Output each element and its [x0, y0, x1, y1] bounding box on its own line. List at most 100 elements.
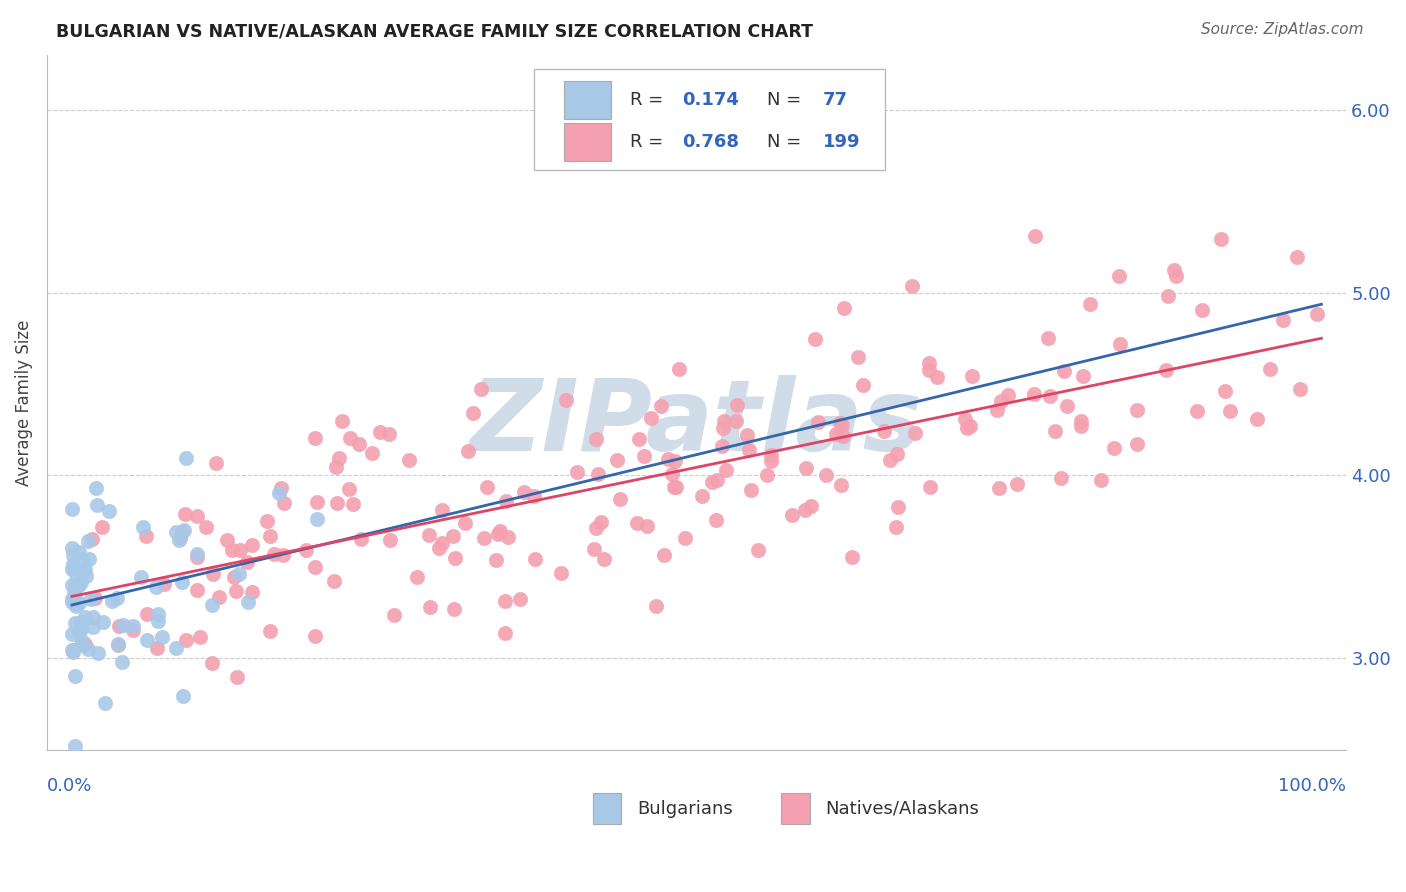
Point	[1211, 232, 1233, 246]
Point	[664, 454, 686, 468]
Point	[60, 642, 83, 657]
Point	[146, 607, 169, 621]
Point	[153, 576, 176, 591]
Point	[585, 521, 607, 535]
Point	[761, 454, 783, 468]
Point	[328, 451, 350, 466]
Point	[107, 637, 129, 651]
Point	[380, 533, 402, 547]
Point	[565, 466, 588, 480]
Point	[475, 480, 498, 494]
Point	[956, 420, 979, 434]
Point	[77, 641, 100, 656]
Point	[606, 452, 628, 467]
Point	[174, 632, 197, 647]
Point	[918, 480, 941, 494]
Point	[702, 475, 724, 489]
Point	[97, 503, 120, 517]
Point	[378, 426, 401, 441]
Point	[107, 639, 129, 653]
Point	[86, 498, 108, 512]
Text: 199: 199	[823, 133, 860, 151]
Point	[430, 503, 453, 517]
Point	[325, 496, 347, 510]
Point	[84, 591, 107, 606]
Point	[60, 502, 83, 516]
Point	[494, 626, 516, 640]
Point	[636, 518, 658, 533]
Point	[225, 584, 247, 599]
Point	[174, 451, 197, 466]
FancyBboxPatch shape	[782, 793, 810, 824]
Point	[1219, 404, 1241, 418]
Point	[152, 630, 174, 644]
Point	[90, 520, 112, 534]
Point	[657, 452, 679, 467]
Point	[305, 495, 328, 509]
Point	[633, 450, 655, 464]
Point	[80, 591, 103, 606]
Point	[740, 483, 762, 497]
Point	[186, 549, 208, 564]
Point	[814, 468, 837, 483]
Point	[997, 388, 1019, 402]
Point	[82, 620, 104, 634]
Point	[273, 496, 295, 510]
Point	[831, 429, 853, 443]
Point	[832, 301, 855, 315]
Point	[215, 533, 238, 548]
Point	[60, 591, 83, 606]
Point	[224, 570, 246, 584]
Point	[67, 596, 90, 610]
Point	[63, 588, 86, 602]
Point	[228, 566, 250, 581]
Point	[84, 481, 107, 495]
Point	[339, 482, 361, 496]
Point	[148, 614, 170, 628]
Point	[305, 511, 328, 525]
Text: R =: R =	[630, 91, 669, 110]
Point	[1271, 313, 1294, 327]
Point	[398, 453, 420, 467]
Point	[202, 566, 225, 581]
Point	[884, 519, 907, 533]
Point	[304, 628, 326, 642]
Point	[382, 608, 405, 623]
Point	[94, 696, 117, 710]
Point	[63, 590, 86, 604]
Point	[713, 413, 735, 427]
Point	[804, 332, 827, 346]
Point	[960, 369, 983, 384]
Point	[852, 377, 875, 392]
Point	[304, 431, 326, 445]
Point	[710, 439, 733, 453]
Point	[780, 508, 803, 522]
Point	[131, 570, 153, 584]
Text: 0.0%: 0.0%	[46, 778, 93, 796]
Point	[269, 486, 291, 500]
Point	[953, 412, 976, 426]
Point	[63, 739, 86, 753]
Point	[295, 543, 318, 558]
Text: BULGARIAN VS NATIVE/ALASKAN AVERAGE FAMILY SIZE CORRELATION CHART: BULGARIAN VS NATIVE/ALASKAN AVERAGE FAMI…	[56, 22, 813, 40]
Point	[457, 444, 479, 458]
Point	[879, 452, 901, 467]
Point	[60, 595, 83, 609]
Point	[1215, 384, 1237, 398]
Point	[825, 427, 848, 442]
Point	[418, 527, 440, 541]
FancyBboxPatch shape	[564, 81, 610, 120]
Point	[959, 419, 981, 434]
Point	[690, 489, 713, 503]
Point	[67, 624, 90, 639]
Point	[509, 591, 531, 606]
Point	[65, 615, 87, 630]
Point	[1102, 441, 1125, 455]
Point	[673, 532, 696, 546]
Point	[221, 543, 243, 558]
Point	[1078, 297, 1101, 311]
Point	[172, 690, 194, 704]
Point	[706, 513, 728, 527]
Point	[342, 497, 364, 511]
Point	[70, 634, 93, 648]
